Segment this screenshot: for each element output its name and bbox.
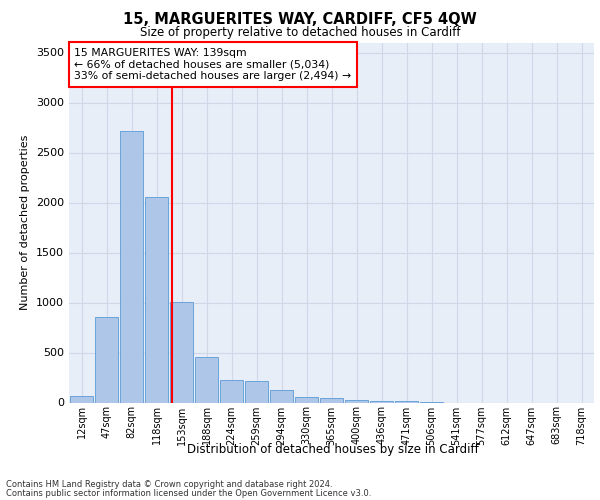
Bar [120, 130, 143, 402]
Bar [170, 302, 193, 402]
Bar [220, 380, 243, 402]
Text: Contains HM Land Registry data © Crown copyright and database right 2024.: Contains HM Land Registry data © Crown c… [6, 480, 332, 489]
Bar [195, 357, 218, 403]
Text: Distribution of detached houses by size in Cardiff: Distribution of detached houses by size … [187, 442, 479, 456]
Text: 15, MARGUERITES WAY, CARDIFF, CF5 4QW: 15, MARGUERITES WAY, CARDIFF, CF5 4QW [123, 12, 477, 28]
Bar [245, 381, 268, 402]
Bar [70, 396, 93, 402]
Bar [270, 390, 293, 402]
Bar [345, 400, 368, 402]
Bar [370, 400, 393, 402]
Text: Contains public sector information licensed under the Open Government Licence v3: Contains public sector information licen… [6, 489, 371, 498]
Y-axis label: Number of detached properties: Number of detached properties [20, 135, 31, 310]
Bar [395, 400, 418, 402]
Text: 15 MARGUERITES WAY: 139sqm
← 66% of detached houses are smaller (5,034)
33% of s: 15 MARGUERITES WAY: 139sqm ← 66% of deta… [74, 48, 352, 81]
Text: Size of property relative to detached houses in Cardiff: Size of property relative to detached ho… [140, 26, 460, 39]
Bar [95, 317, 118, 402]
Bar [320, 398, 343, 402]
Bar [145, 196, 168, 402]
Bar [295, 396, 318, 402]
